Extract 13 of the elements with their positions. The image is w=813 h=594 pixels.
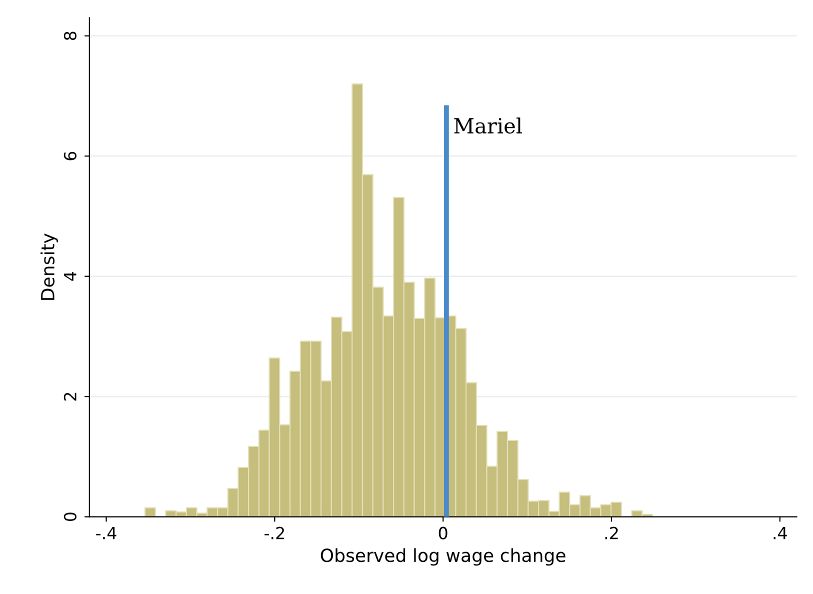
y-tick-label: 6 [64, 152, 76, 160]
x-tick-label: -.4 [96, 527, 116, 540]
y-axis-title: Density [40, 234, 58, 300]
y-tick-label: 4 [64, 272, 76, 281]
y-tick-label: 8 [64, 32, 76, 40]
y-tick-label: 0 [64, 512, 76, 521]
x-tick-label: 0 [438, 526, 448, 540]
y-tick-label: 2 [64, 392, 76, 401]
x-tick-label: .4 [774, 527, 787, 540]
x-tick-label: .2 [605, 526, 618, 540]
ref-line-label: Mariel [454, 118, 522, 134]
x-tick-label: -.2 [264, 526, 284, 540]
x-axis-title: Observed log wage change [320, 548, 566, 566]
